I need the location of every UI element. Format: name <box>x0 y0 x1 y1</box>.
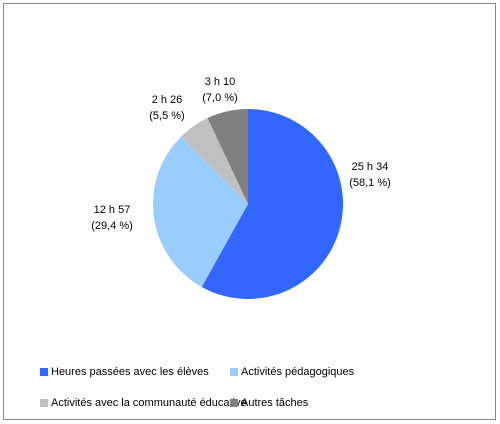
legend-label: Autres tâches <box>241 397 309 409</box>
slice-percent: (5,5 %) <box>149 110 184 122</box>
slice-percent: (29,4 %) <box>91 220 133 232</box>
legend-swatch <box>230 399 238 407</box>
legend-swatch <box>40 368 48 376</box>
pie-slice <box>180 118 248 204</box>
pie-slice <box>153 136 248 287</box>
slice-percent: (7,0 %) <box>202 92 237 104</box>
legend-label: Activités pédagogiques <box>241 366 355 378</box>
slice-duration: 2 h 26 <box>152 94 183 106</box>
legend-swatch <box>230 368 238 376</box>
slice-duration: 3 h 10 <box>205 76 236 88</box>
pie-slice <box>207 109 248 204</box>
slice-percent: (58,1 %) <box>349 177 391 189</box>
pie-slice <box>201 109 343 299</box>
legend-label: Activités avec la communauté éducative <box>51 397 247 409</box>
legend-label: Heures passées avec les élèves <box>51 366 209 378</box>
slice-duration: 25 h 34 <box>352 161 389 173</box>
legend-swatch <box>40 399 48 407</box>
slice-duration: 12 h 57 <box>94 204 131 216</box>
